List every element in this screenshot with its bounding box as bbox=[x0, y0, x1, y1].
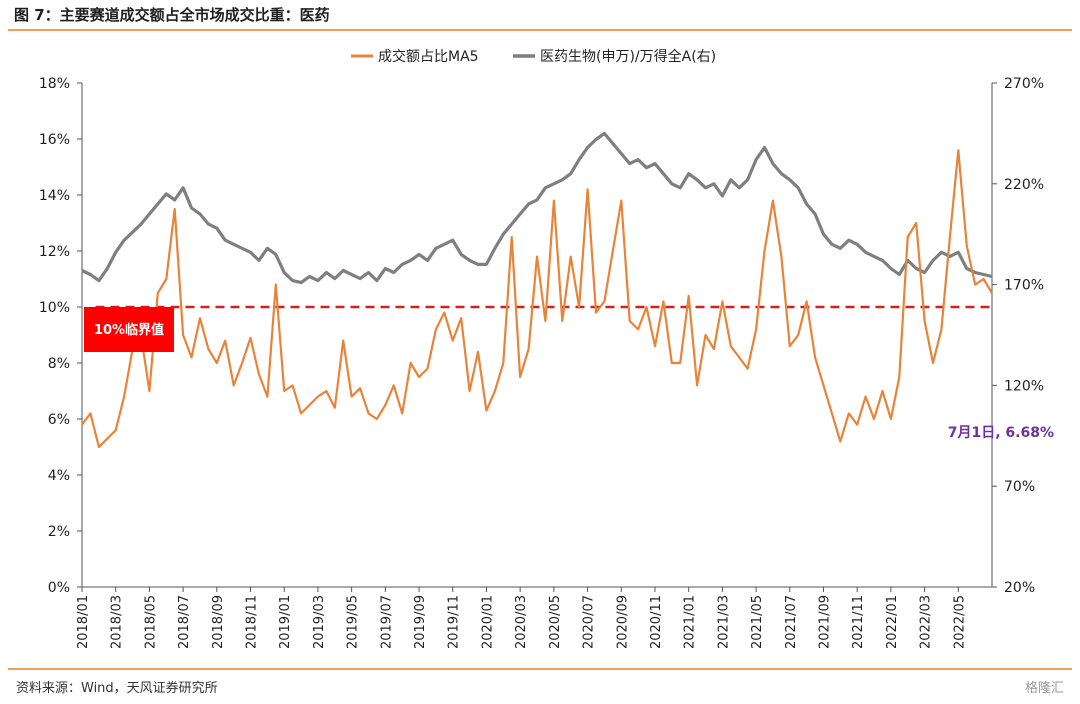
last-value-annotation: 7月1日, 6.68% bbox=[948, 425, 1054, 441]
series-line-pharma-ratio bbox=[81, 131, 993, 285]
bottom-rule bbox=[8, 668, 1072, 670]
left-tick-label: 16% bbox=[39, 132, 70, 148]
figure-title: 图 7：主要赛道成交额占全市场成交比重：医药 bbox=[14, 6, 330, 24]
x-tick-label: 2020/05 bbox=[548, 595, 563, 649]
right-tick-label: 20% bbox=[1004, 580, 1035, 596]
x-tick-label: 2021/05 bbox=[750, 595, 765, 649]
x-tick-label: 2020/07 bbox=[582, 595, 597, 649]
x-tick-label: 2022/03 bbox=[919, 595, 934, 649]
legend-label-turnover-share: 成交额占比MA5 bbox=[378, 48, 479, 65]
left-tick-label: 0% bbox=[48, 580, 70, 596]
x-tick-label: 2018/05 bbox=[143, 595, 158, 649]
left-tick-label: 18% bbox=[39, 76, 70, 92]
x-tick-label: 2019/01 bbox=[278, 595, 293, 649]
top-rule bbox=[8, 29, 1072, 31]
x-tick-label: 2020/01 bbox=[480, 595, 495, 649]
x-tick-label: 2021/07 bbox=[784, 595, 799, 649]
x-tick-label: 2020/09 bbox=[615, 595, 630, 649]
x-tick-label: 2019/11 bbox=[447, 595, 462, 649]
right-tick-label: 120% bbox=[1004, 378, 1044, 394]
threshold-label: 10%临界值 bbox=[94, 322, 164, 338]
x-tick-label: 2019/07 bbox=[379, 595, 394, 649]
x-tick-label: 2021/01 bbox=[683, 595, 698, 649]
x-tick-label: 2021/11 bbox=[851, 595, 866, 649]
watermark: 格隆汇 bbox=[1024, 681, 1064, 696]
right-tick-label: 70% bbox=[1004, 479, 1035, 495]
x-tick-label: 2018/01 bbox=[76, 595, 91, 649]
left-tick-label: 10% bbox=[39, 300, 70, 316]
x-tick-label: 2019/03 bbox=[312, 595, 327, 649]
right-tick-label: 270% bbox=[1004, 76, 1044, 92]
threshold-label-box bbox=[84, 307, 174, 352]
x-tick-label: 2018/03 bbox=[110, 595, 125, 649]
x-tick-label: 2020/11 bbox=[649, 595, 664, 649]
left-tick-label: 12% bbox=[39, 244, 70, 260]
x-tick-label: 2018/09 bbox=[211, 595, 226, 649]
left-tick-label: 8% bbox=[48, 356, 70, 372]
x-tick-label: 2020/03 bbox=[514, 595, 529, 649]
right-tick-label: 170% bbox=[1004, 278, 1044, 294]
x-tick-label: 2022/01 bbox=[885, 595, 900, 649]
left-tick-label: 14% bbox=[39, 188, 70, 204]
x-tick-label: 2021/09 bbox=[817, 595, 832, 649]
left-tick-label: 2% bbox=[48, 524, 70, 540]
right-tick-label: 220% bbox=[1004, 177, 1044, 193]
left-tick-label: 4% bbox=[48, 468, 70, 484]
legend-label-pharma-ratio: 医药生物(申万)/万得全A(右) bbox=[540, 48, 716, 65]
left-tick-label: 6% bbox=[48, 412, 70, 428]
source-note: 资料来源：Wind，天风证券研究所 bbox=[16, 681, 218, 696]
x-tick-label: 2019/09 bbox=[413, 595, 428, 649]
x-tick-label: 2019/05 bbox=[346, 595, 361, 649]
x-tick-label: 2022/05 bbox=[952, 595, 967, 649]
x-tick-label: 2018/07 bbox=[177, 595, 192, 649]
series-line-turnover-share bbox=[81, 149, 993, 449]
x-tick-label: 2021/03 bbox=[716, 595, 731, 649]
x-tick-label: 2018/11 bbox=[245, 595, 260, 649]
